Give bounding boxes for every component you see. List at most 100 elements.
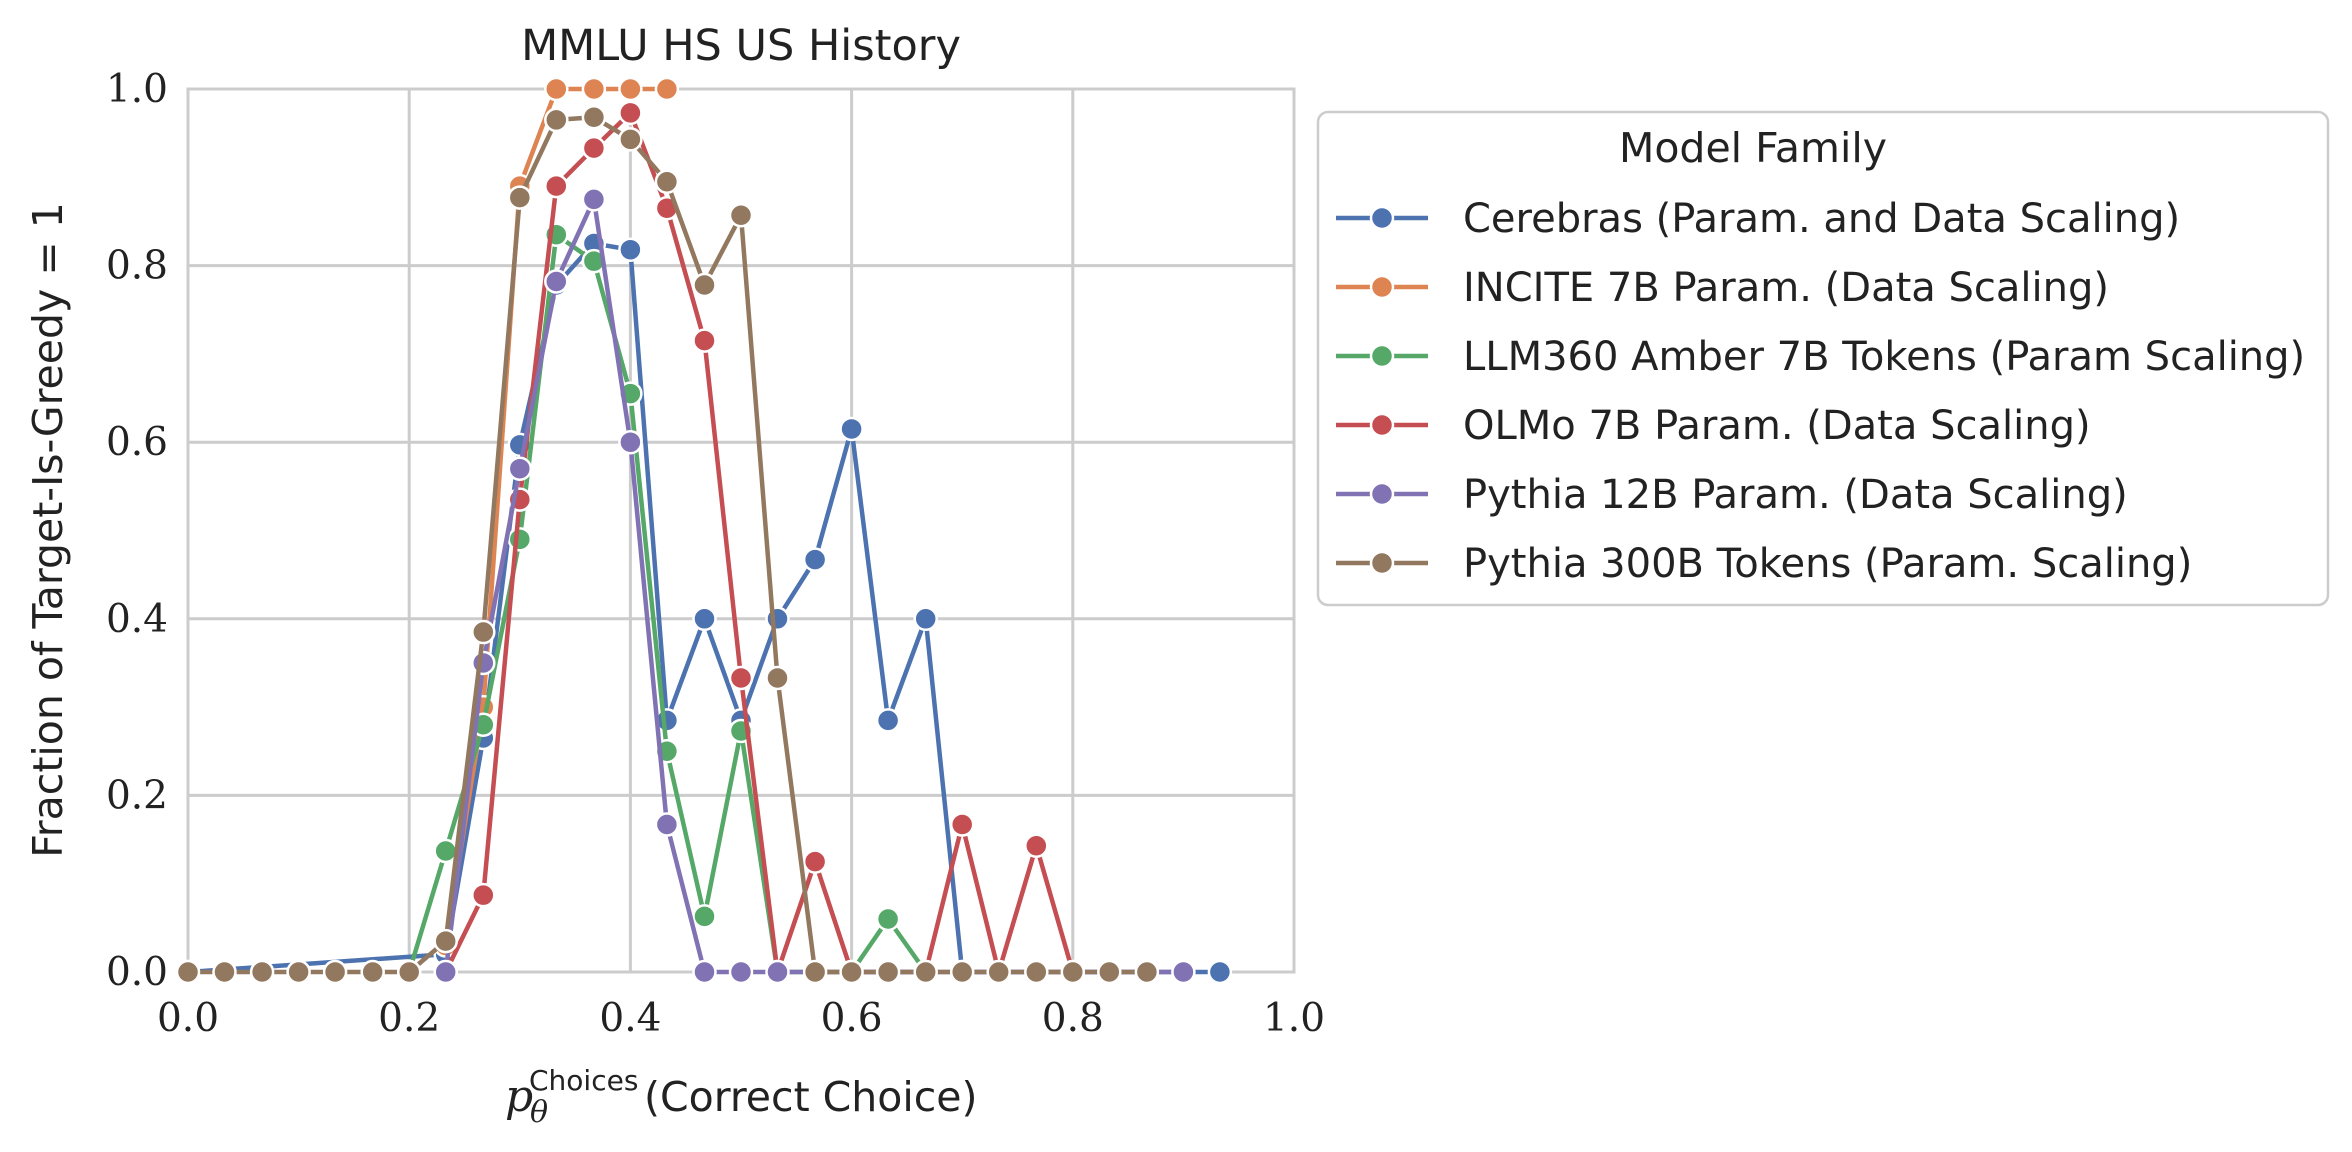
series-6-point [175, 959, 201, 985]
legend-entry: OLMo 7B Param. (Data Scaling) [1336, 403, 2091, 449]
series-1-point [618, 237, 643, 262]
series-6-point [618, 127, 643, 152]
y-tick-label: 0.6 [106, 420, 168, 465]
series-6-point [1024, 959, 1049, 985]
series-6-point [471, 619, 496, 645]
series-5-point [765, 959, 790, 985]
series-5-point [471, 650, 496, 676]
legend-swatch-marker [1369, 274, 1395, 300]
x-axis-label-subscript: θ [530, 1095, 548, 1130]
series-2-line [443, 86, 670, 948]
legend-label: Cerebras (Param. and Data Scaling) [1463, 196, 2180, 242]
series-2-point [544, 76, 569, 102]
y-tick-label: 0.8 [106, 244, 168, 289]
series-5-point [1171, 959, 1196, 985]
series-6-point [692, 272, 717, 298]
legend-entry: Pythia 300B Tokens (Param. Scaling) [1336, 541, 2192, 587]
series-1-point [839, 416, 864, 442]
legend-label: OLMo 7B Param. (Data Scaling) [1463, 403, 2091, 449]
series-4-point [1024, 833, 1049, 858]
series-3-point [692, 904, 717, 929]
series-5-point [692, 959, 717, 985]
x-tick-label: 0.4 [599, 996, 661, 1041]
series-6-point [728, 203, 754, 228]
series-5 [433, 187, 1196, 985]
series-6-point [396, 959, 422, 985]
series-4-line [443, 110, 1076, 975]
y-tick-label: 0.2 [106, 773, 168, 818]
series-6-point [839, 959, 864, 985]
x-tick-labels: 0.0 0.2 0.4 0.6 0.8 1.0 [157, 996, 1325, 1041]
legend-entry: Cerebras (Param. and Data Scaling) [1336, 196, 2180, 242]
series-6-point [286, 959, 311, 985]
series-1-point [1207, 959, 1233, 985]
series-1-point [802, 547, 828, 572]
series-3-point [507, 527, 533, 552]
series-6-point [322, 959, 348, 985]
series-4-point [581, 135, 607, 161]
series-4-point [802, 849, 828, 874]
series-1-point [692, 606, 717, 632]
x-axis-label-superscript: Choices [529, 1064, 638, 1097]
series-4-point [692, 328, 717, 353]
series-6-line [185, 115, 1150, 975]
x-axis-label-text: (Correct Choice) [644, 1073, 978, 1121]
series-5-point [618, 429, 643, 455]
series-6-point [802, 959, 828, 985]
series-2-point [581, 76, 607, 102]
series-6-point [1060, 959, 1086, 985]
series-2-point [618, 76, 643, 102]
series-6-point [949, 959, 975, 985]
x-tick-label: 0.6 [821, 996, 883, 1041]
legend-swatch-marker [1369, 550, 1395, 576]
legend-entry: LLM360 Amber 7B Tokens (Param Scaling) [1336, 334, 2305, 380]
series-1-point [765, 606, 790, 632]
series-6-point [360, 959, 385, 985]
series-6 [175, 105, 1160, 985]
series-4-point [728, 665, 754, 691]
series-5-point [654, 812, 680, 837]
legend-swatch-marker [1369, 481, 1395, 507]
series-6-point [212, 959, 237, 985]
x-tick-label: 0.2 [378, 996, 440, 1041]
series-6-point [654, 169, 680, 194]
legend-swatch-marker [1369, 412, 1395, 438]
x-tick-label: 1.0 [1263, 996, 1325, 1041]
series-4-point [949, 812, 975, 837]
series-6-point [1134, 959, 1160, 985]
legend-label: INCITE 7B Param. (Data Scaling) [1463, 265, 2109, 311]
legend-entries: Cerebras (Param. and Data Scaling) INCITE… [1336, 196, 2305, 587]
x-axis-label-symbol: p [505, 1071, 533, 1122]
series-1-point [913, 606, 938, 632]
series-3-point [433, 838, 458, 864]
x-tick-label: 0.8 [1042, 996, 1104, 1041]
series-4-point [618, 100, 643, 126]
series-6-point [765, 665, 790, 691]
series-6-point [913, 959, 938, 985]
series-4-point [544, 173, 569, 199]
series-layer [175, 76, 1233, 985]
legend-label: Pythia 300B Tokens (Param. Scaling) [1463, 541, 2192, 587]
chart-title: MMLU HS US History [521, 21, 961, 71]
series-1-point [875, 708, 901, 733]
x-axis-label: p θ Choices (Correct Choice) [505, 1064, 978, 1130]
y-tick-label: 1.0 [106, 67, 168, 112]
series-5-point [728, 959, 754, 985]
legend-swatch-marker [1369, 205, 1395, 231]
legend-label: LLM360 Amber 7B Tokens (Param Scaling) [1463, 334, 2305, 380]
series-4-point [471, 882, 496, 908]
series-2-point [654, 76, 680, 102]
y-axis-label: Fraction of Target-Is-Greedy = 1 [24, 202, 72, 858]
series-5-point [581, 187, 607, 212]
legend-entry: INCITE 7B Param. (Data Scaling) [1336, 265, 2109, 311]
series-6-point [1097, 959, 1122, 985]
y-tick-label: 0.0 [106, 950, 168, 995]
series-5-point [507, 456, 533, 481]
series-3-point [875, 906, 901, 932]
series-5-point [544, 269, 569, 294]
y-tick-labels: 0.0 0.2 0.4 0.6 0.8 1.0 [106, 67, 168, 995]
legend-swatch-marker [1369, 343, 1395, 369]
legend-label: Pythia 12B Param. (Data Scaling) [1463, 472, 2128, 518]
legend: Model Family Cerebras (Param. and Data S… [1316, 110, 2330, 607]
